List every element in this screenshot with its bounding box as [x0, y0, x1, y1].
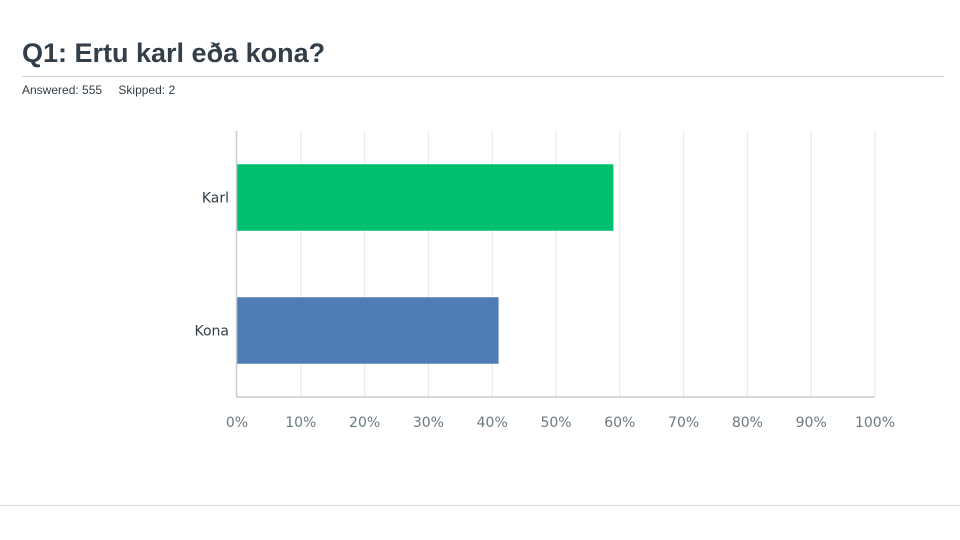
bar-kona — [237, 297, 499, 364]
x-tick-label: 60% — [604, 415, 635, 431]
bars — [237, 164, 614, 364]
footer-divider — [0, 505, 960, 506]
x-tick-label: 10% — [285, 415, 316, 431]
response-stats: Answered: 555 Skipped: 2 — [22, 83, 175, 97]
x-tick-label: 100% — [855, 415, 895, 431]
category-label: Karl — [202, 191, 229, 207]
x-tick-label: 30% — [413, 415, 444, 431]
skipped-count: Skipped: 2 — [118, 83, 176, 97]
answered-count: Answered: 555 — [22, 83, 103, 97]
labels: 0% 10% 20% 30% 40% 50% 60% 70% 80% 90% 100% Karl Kon… — [194, 191, 895, 432]
bar-karl — [237, 164, 614, 231]
category-label: Kona — [194, 324, 229, 340]
x-tick-label: 70% — [668, 415, 699, 431]
x-tick-label: 90% — [796, 415, 827, 431]
x-tick-label: 0% — [226, 415, 248, 431]
axes — [235, 131, 875, 398]
x-tick-label: 80% — [732, 415, 763, 431]
x-tick-label: 40% — [477, 415, 508, 431]
x-tick-label: 50% — [540, 415, 571, 431]
x-tick-label: 20% — [349, 415, 380, 431]
question-title: Q1: Ertu karl eða kona? — [22, 38, 326, 68]
title-divider — [22, 76, 944, 77]
